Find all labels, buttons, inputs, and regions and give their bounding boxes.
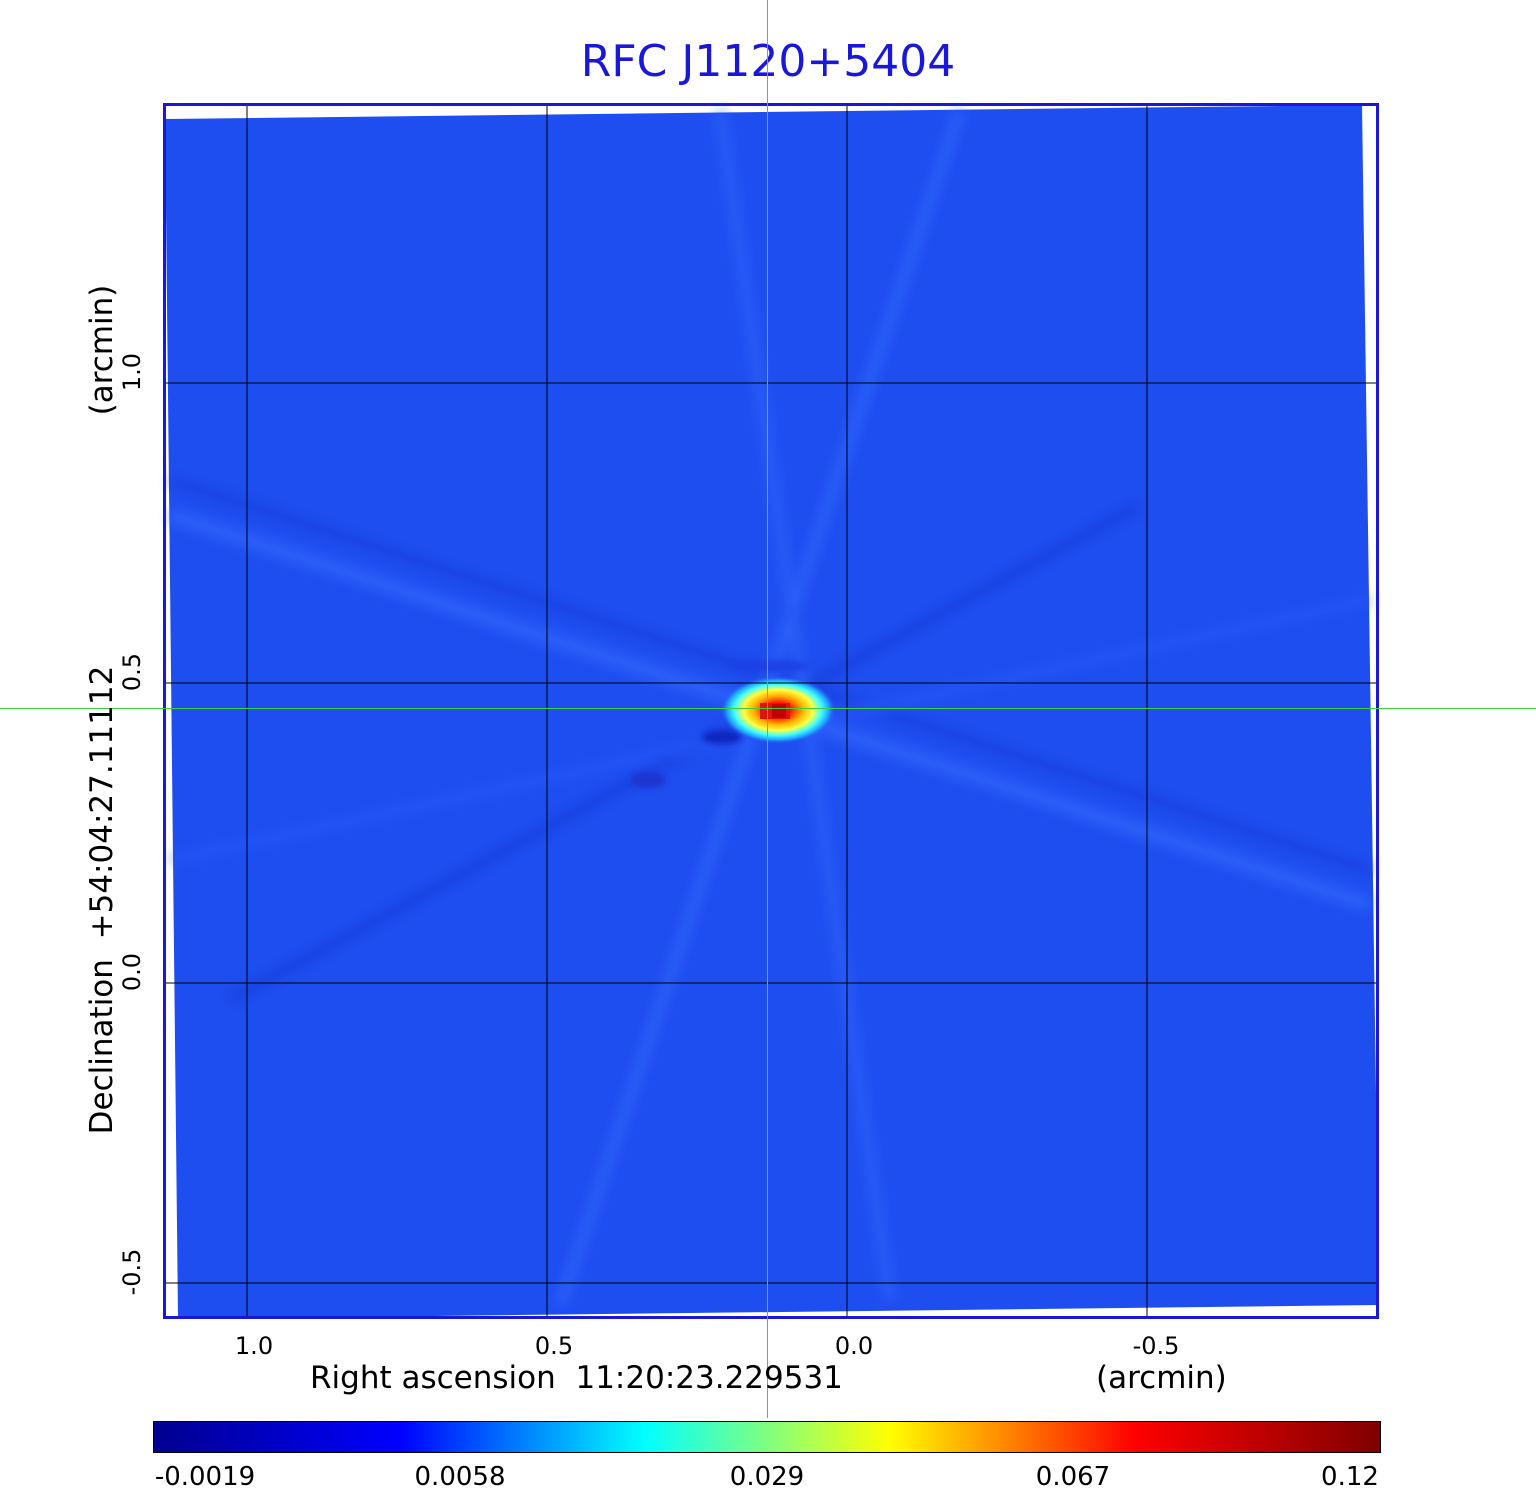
colorbar-label: 0.0058 bbox=[414, 1462, 506, 1492]
y-tick-label: 1.0 bbox=[118, 352, 146, 392]
colorbar-label: -0.0019 bbox=[154, 1462, 256, 1492]
source-negative-lobes bbox=[630, 660, 810, 788]
colorbar bbox=[153, 1421, 1381, 1453]
y-tick-label: -0.5 bbox=[118, 1248, 146, 1296]
colorbar-label: 0.12 bbox=[1321, 1462, 1379, 1492]
y-tick-label: 0.0 bbox=[118, 952, 146, 992]
y-axis-label: Declination +54:04:27.11112 bbox=[84, 665, 120, 1135]
coordinate-grid bbox=[166, 106, 1376, 1316]
colorbar-label: 0.067 bbox=[1035, 1462, 1111, 1492]
y-axis-unit: (arcmin) bbox=[84, 284, 120, 416]
crosshair-horizontal bbox=[0, 708, 1536, 709]
crosshair-vertical bbox=[767, 0, 768, 1418]
x-tick-label: -0.5 bbox=[1132, 1332, 1180, 1360]
x-tick-label: 1.0 bbox=[234, 1332, 274, 1360]
plot-frame bbox=[163, 103, 1379, 1319]
y-tick-label: 0.5 bbox=[118, 652, 146, 692]
radio-source bbox=[720, 676, 836, 744]
colorbar-label: 0.029 bbox=[729, 1462, 805, 1492]
x-axis-unit: (arcmin) bbox=[1096, 1360, 1227, 1396]
x-tick-label: 0.5 bbox=[534, 1332, 574, 1360]
x-tick-label: 0.0 bbox=[834, 1332, 874, 1360]
x-axis-label: Right ascension 11:20:23.229531 bbox=[310, 1360, 843, 1396]
